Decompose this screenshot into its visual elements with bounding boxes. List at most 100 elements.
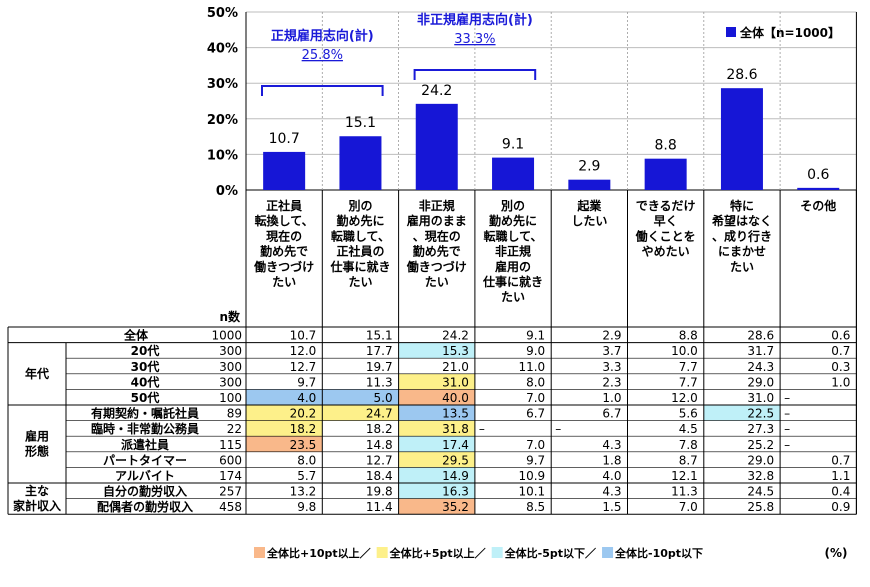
table-cell: 7.0	[526, 391, 545, 405]
table-cell: 1.1	[831, 469, 850, 483]
group-label: 年代	[25, 366, 49, 381]
category-label: 起業	[576, 198, 602, 213]
highlight-cell	[398, 498, 475, 515]
row-label: 50代	[131, 390, 160, 405]
data-label: 8.8	[655, 138, 677, 154]
category-label: 、現在の	[413, 228, 461, 243]
category-label: できるだけ	[636, 199, 696, 213]
table-cell: 25.2	[747, 438, 774, 452]
y-tick-label: 50%	[207, 6, 238, 21]
table-cell: 12.7	[290, 360, 317, 374]
legend-swatch	[726, 27, 736, 37]
table-cell: 17.4	[442, 438, 469, 452]
bar	[568, 179, 611, 190]
table-cell: 4.0	[602, 469, 621, 483]
table-cell: 10.0	[671, 344, 698, 358]
table-cell: 0.3	[831, 360, 850, 374]
table-cell: 7.0	[526, 438, 545, 452]
group-label: 主な	[25, 483, 49, 498]
table-cell: 2.3	[602, 375, 621, 389]
bracket-title: 非正規雇用志向(計)	[417, 12, 533, 28]
category-label: 働くことを	[635, 228, 696, 243]
data-label: 28.6	[726, 67, 757, 83]
table-cell: 15.3	[442, 344, 469, 358]
row-label: パートタイマー	[103, 453, 187, 467]
table-cell: 1.8	[602, 453, 621, 467]
footnote-swatch	[491, 547, 503, 558]
table-cell: 0.7	[831, 453, 850, 467]
table-cell: 31.7	[747, 344, 774, 358]
category-label: 雇用の	[495, 259, 531, 274]
table-cell: 35.2	[442, 500, 469, 514]
table-cell: 12.0	[290, 344, 317, 358]
category-label: たい	[501, 290, 525, 304]
table-cell: 1.5	[602, 500, 621, 514]
highlight-cell	[398, 405, 475, 421]
table-cell: 6.7	[526, 407, 545, 421]
table-cell: 0.6	[831, 329, 850, 343]
group-label: 家計収入	[13, 498, 61, 513]
data-label: 2.9	[578, 159, 600, 175]
footnote-label: 全体比-10pt以下	[614, 546, 703, 560]
table-cell: 8.0	[297, 453, 316, 467]
table-cell: 31.0	[747, 391, 774, 405]
category-label: 働きつづけ	[253, 259, 314, 274]
group-label: 雇用	[25, 429, 49, 444]
category-label: 働きつづけ	[406, 259, 467, 274]
category-label: その他	[800, 198, 836, 213]
table-cell: 11.3	[671, 485, 698, 499]
table-cell: 5.7	[297, 469, 316, 483]
highlight-cell	[398, 483, 475, 499]
table-cell: 4.0	[297, 391, 316, 405]
table-cell: 7.0	[679, 500, 698, 514]
table-cell: 10.7	[290, 329, 317, 343]
category-label: 非正規	[419, 198, 455, 213]
row-n: 174	[219, 469, 242, 483]
highlight-cell	[322, 405, 399, 421]
category-label: 転職して、	[331, 228, 390, 243]
category-label: たい	[272, 275, 296, 289]
highlight-cell	[322, 389, 399, 405]
highlight-cell	[246, 405, 323, 421]
table-cell: 8.0	[526, 375, 545, 389]
data-label: 10.7	[269, 131, 300, 147]
table-cell: 24.7	[366, 407, 393, 421]
table-cell: 7.7	[679, 375, 698, 389]
bracket-value: 25.8%	[302, 48, 343, 63]
category-label: にまかせ	[718, 245, 766, 259]
row-label: 全体	[123, 328, 149, 343]
table-cell: 9.7	[526, 453, 545, 467]
row-label: 臨時・非常勤公務員	[91, 421, 199, 436]
footnote-label: 全体比+10pt以上／	[266, 546, 371, 560]
highlight-cell	[703, 405, 781, 421]
category-label: たい	[730, 260, 754, 274]
table-cell: 18.2	[366, 422, 393, 436]
bracket	[261, 85, 384, 96]
table-cell: 19.7	[366, 360, 393, 374]
bar	[415, 103, 458, 190]
table-cell: 8.8	[679, 329, 698, 343]
bar	[644, 158, 687, 190]
table-cell: 40.0	[442, 391, 469, 405]
table-cell: 24.3	[747, 360, 774, 374]
bar	[720, 88, 763, 190]
category-label: 早く	[654, 214, 678, 228]
row-n: 115	[219, 438, 242, 452]
row-n: 22	[227, 422, 242, 436]
row-n: 300	[219, 375, 242, 389]
highlight-cell	[246, 389, 323, 405]
category-label: 仕事に就き	[329, 259, 390, 274]
category-label: 勤め先で	[413, 244, 461, 259]
category-label: たい	[348, 275, 372, 289]
highlight-cell	[398, 389, 475, 405]
category-label: 別の	[347, 199, 372, 213]
highlight-cell	[246, 436, 323, 452]
row-n: 89	[227, 407, 242, 421]
category-label: 勤め先に	[336, 213, 384, 228]
highlight-cell	[246, 420, 323, 437]
table-cell: 31.0	[442, 375, 469, 389]
table-cell: 3.7	[602, 344, 621, 358]
table-cell: 9.0	[526, 344, 545, 358]
table-cell: 4.5	[679, 422, 698, 436]
table-cell: 10.1	[518, 485, 545, 499]
